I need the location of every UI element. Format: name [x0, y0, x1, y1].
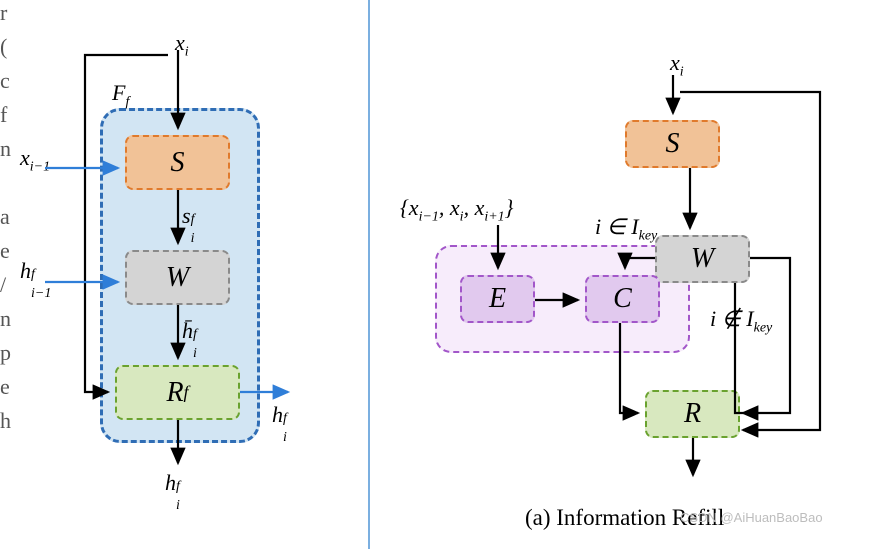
- label-ikey-out: i ∉ Ikey: [710, 306, 772, 336]
- right-panel: S W R E C xi {xi−1, xi, xi+1} i ∈ Ikey i…: [370, 0, 888, 549]
- label-ikey-in: i ∈ Ikey: [595, 214, 657, 244]
- label-set: {xi−1, xi, xi+1}: [400, 195, 513, 225]
- node-S: S: [125, 135, 230, 190]
- node-Rf: Rf: [115, 365, 240, 420]
- ff-container-label: Ff: [112, 80, 129, 110]
- label-hi-blue: hfi: [272, 402, 294, 428]
- node-W: W: [125, 250, 230, 305]
- label-xi-right: xi: [670, 50, 684, 80]
- cropped-text-strip: r(cfn ae/npeh: [0, 0, 16, 549]
- node-E: E: [460, 275, 535, 323]
- label-xi: xi: [175, 30, 189, 60]
- label-hbar: h̄fi: [182, 318, 204, 344]
- label-hi-black: hfi: [165, 470, 187, 496]
- node-S-right: S: [625, 120, 720, 168]
- node-R-right: R: [645, 390, 740, 438]
- label-hi-1: hfi−1: [20, 258, 42, 284]
- label-xi-1: xi−1: [20, 145, 50, 175]
- left-panel: r(cfn ae/npeh Ff S W Rf xi xi−1 hfi−1 sf…: [0, 0, 370, 549]
- node-C: C: [585, 275, 660, 323]
- watermark: CSDN @AiHuanBaoBao: [680, 510, 823, 525]
- node-W-right: W: [655, 235, 750, 283]
- label-si: sfi: [182, 203, 202, 229]
